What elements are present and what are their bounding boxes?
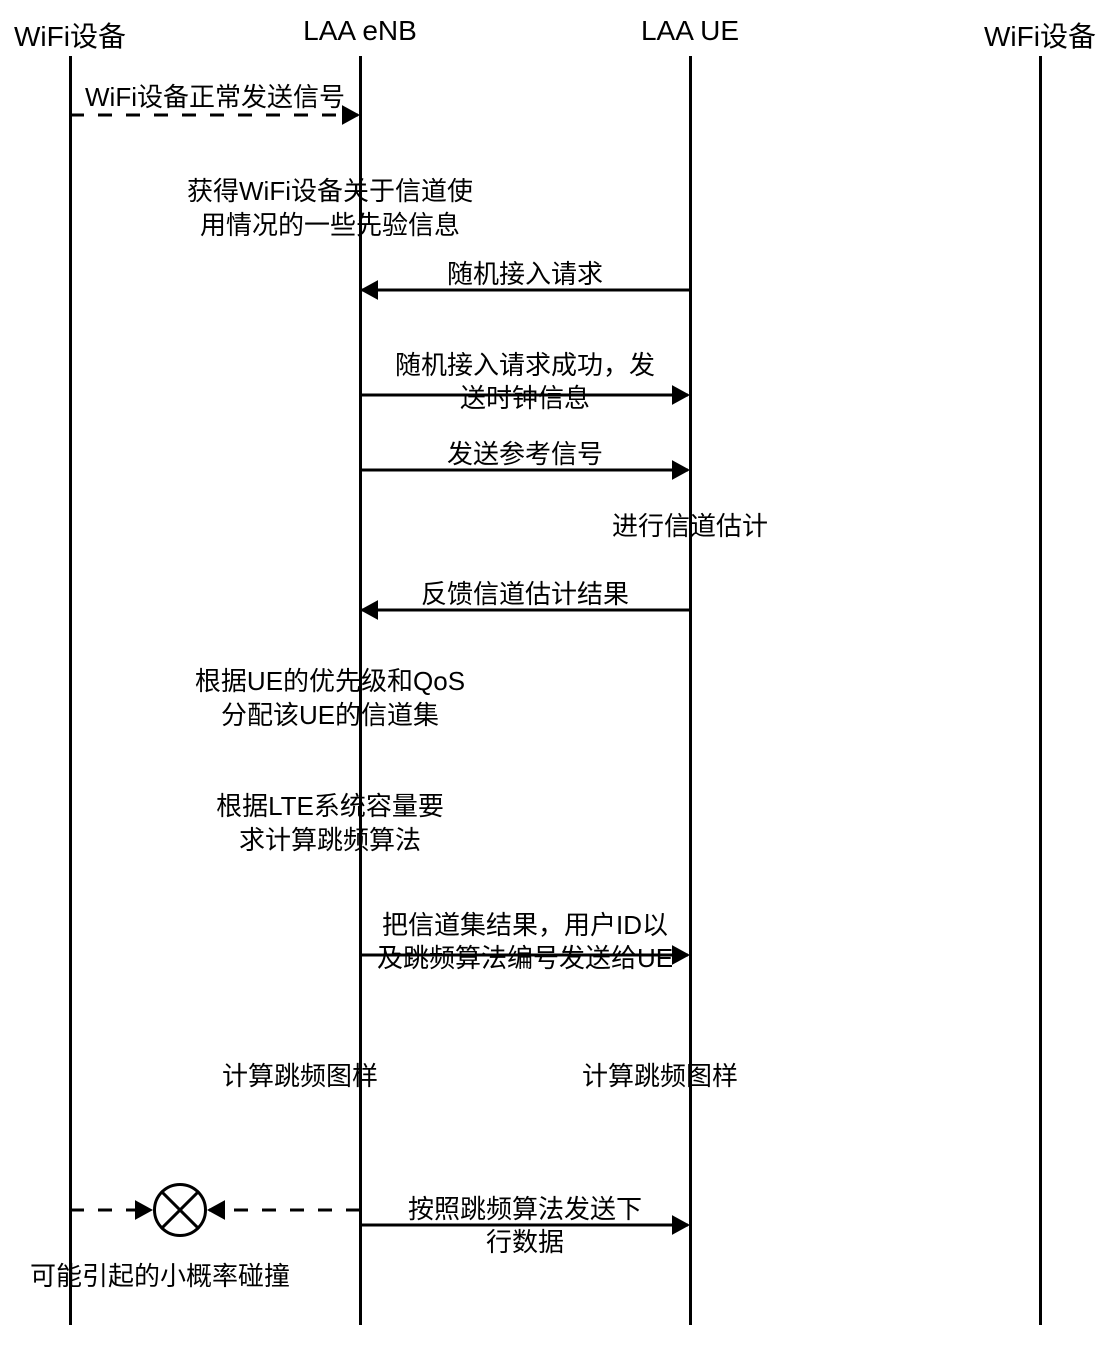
collision-arrow-right — [185, 1188, 382, 1232]
message-label-0: WiFi设备正常发送信号 — [85, 81, 345, 114]
note-3: 根据LTE系统容量要求计算跳频算法 — [216, 790, 444, 858]
message-label-5: 把信道集结果，用户ID以及跳频算法编号发送给UE — [377, 909, 673, 974]
note-5: 计算跳频图样 — [582, 1060, 738, 1094]
message-label-1: 随机接入请求 — [447, 258, 603, 291]
message-label-2: 随机接入请求成功，发送时钟信息 — [395, 349, 655, 414]
note-2: 根据UE的优先级和QoS分配该UE的信道集 — [195, 665, 465, 733]
note-4: 计算跳频图样 — [222, 1060, 378, 1094]
message-label-3: 发送参考信号 — [447, 438, 603, 471]
participant-label-wifi2: WiFi设备 — [984, 15, 1096, 55]
message-label-6: 按照跳频算法发送下行数据 — [408, 1193, 642, 1258]
lifeline-wifi2 — [1039, 56, 1042, 1325]
participant-label-enb: LAA eNB — [303, 15, 417, 47]
lifeline-ue — [689, 56, 692, 1325]
participant-label-ue: LAA UE — [641, 15, 739, 47]
note-6: 可能引起的小概率碰撞 — [30, 1260, 290, 1294]
note-0: 获得WiFi设备关于信道使用情况的一些先验信息 — [187, 175, 473, 243]
message-label-4: 反馈信道估计结果 — [421, 578, 629, 611]
note-1: 进行信道估计 — [612, 510, 768, 544]
participant-label-wifi1: WiFi设备 — [14, 15, 126, 55]
lifeline-wifi1 — [69, 56, 72, 1325]
collision-icon — [153, 1183, 207, 1237]
